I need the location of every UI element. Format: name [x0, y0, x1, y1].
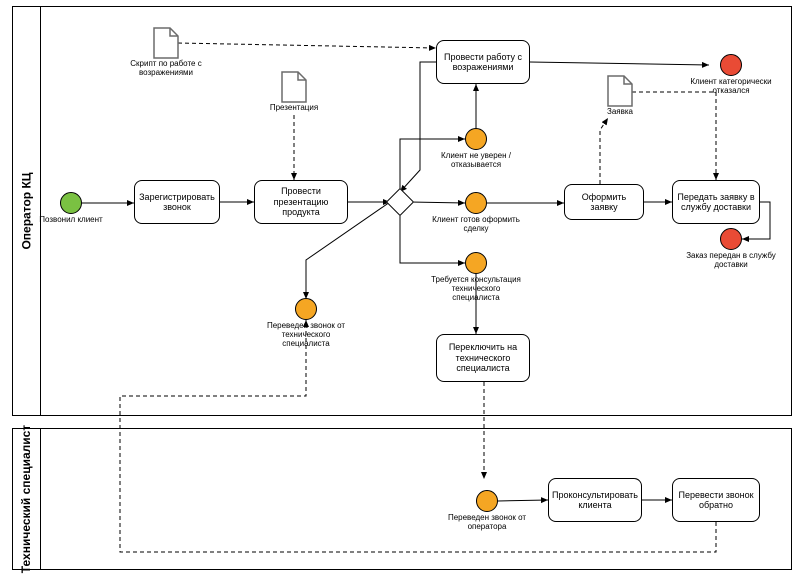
bpmn-canvas: Оператор КЦ Технический специалист Скрипт … — [0, 0, 800, 579]
e_unsure — [465, 128, 487, 150]
t4: Оформить заявку — [564, 184, 644, 220]
doc1-label: Скрипт по работе с возражениями — [124, 60, 208, 78]
e_fromop — [476, 490, 498, 512]
e_ready — [465, 192, 487, 214]
pool1-label-band: Оператор КЦ — [13, 7, 41, 415]
t2: Провести презентацию продукта — [254, 180, 348, 224]
e_needtech — [465, 252, 487, 274]
t6: Переключить на технического специалиста — [436, 334, 530, 382]
e_unsure-label: Клиент не уверен / отказывается — [431, 152, 521, 170]
t8: Перевести звонок обратно — [672, 478, 760, 522]
e_done — [720, 228, 742, 250]
e_refused-label: Клиент категорически отказался — [686, 78, 776, 96]
e_start — [60, 192, 82, 214]
e_done-label: Заказ передан в службу доставки — [686, 252, 776, 270]
e_fromtech-label: Переведен звонок от технического специал… — [261, 322, 351, 348]
e_fromop-label: Переведен звонок от оператора — [442, 514, 532, 532]
doc3-label: Заявка — [578, 108, 662, 117]
t7: Проконсультировать клиента — [548, 478, 642, 522]
pool2-label-band: Технический специалист — [13, 429, 41, 569]
t3: Провести работу с возражениями — [436, 40, 530, 84]
doc2-label: Презентация — [252, 104, 336, 113]
t5: Передать заявку в службу доставки — [672, 180, 760, 224]
t1: Зарегистрировать звонок — [134, 180, 220, 224]
pool1-label: Оператор КЦ — [20, 172, 34, 249]
e_refused — [720, 54, 742, 76]
e_fromtech — [295, 298, 317, 320]
e_start-label: Позвонил клиент — [26, 216, 116, 225]
e_ready-label: Клиент готов оформить сделку — [431, 216, 521, 234]
pool2-label: Технический специалист — [20, 425, 34, 573]
e_needtech-label: Требуется консультация технического спец… — [431, 276, 521, 302]
